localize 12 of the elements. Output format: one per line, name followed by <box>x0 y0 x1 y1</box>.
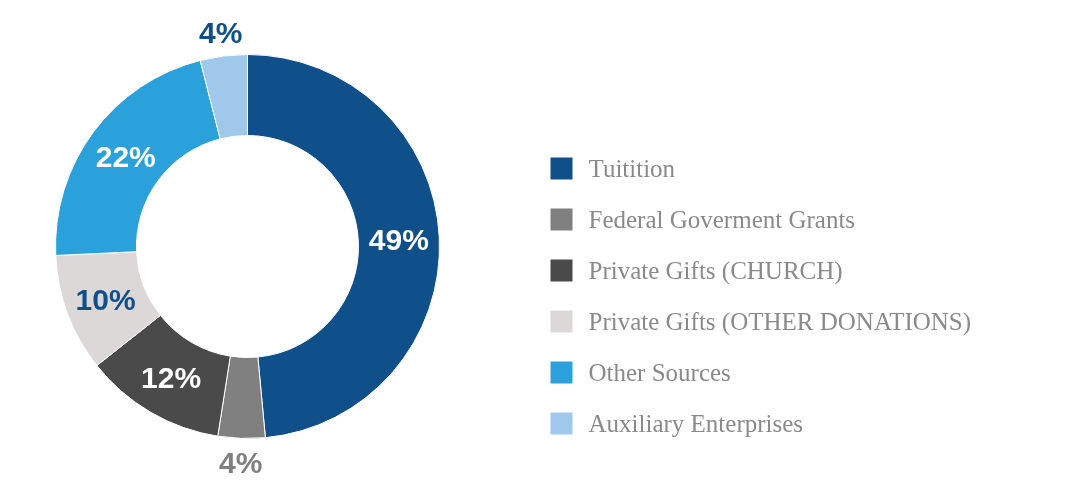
legend-label: Private Gifts (CHURCH) <box>588 257 843 285</box>
legend-label: Federal Goverment Grants <box>588 206 856 233</box>
data-label: 4% <box>219 445 263 479</box>
data-label: 49% <box>368 222 429 256</box>
legend-label: Other Sources <box>588 359 731 386</box>
legend-label: Private Gifts (OTHER DONATIONS) <box>588 308 972 336</box>
legend-label: Auxiliary Enterprises <box>588 410 804 437</box>
data-label: 4% <box>199 15 243 49</box>
data-label: 10% <box>75 283 136 317</box>
legend-label: Tuitition <box>588 155 676 182</box>
data-label: 22% <box>95 139 156 173</box>
data-label: 12% <box>141 360 202 394</box>
